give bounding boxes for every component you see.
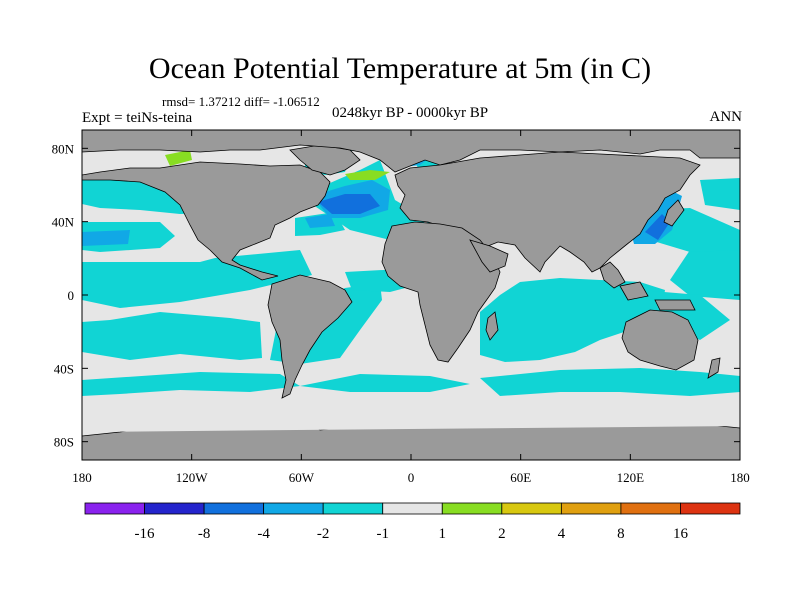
land-borneo (619, 281, 649, 301)
colorbar-label: -4 (257, 526, 270, 542)
lat-tick-label: 80N (52, 141, 75, 156)
colorbar-label: -16 (135, 526, 155, 542)
anomaly-region-18 (300, 374, 470, 392)
colorbar-swatch-3 (263, 502, 324, 515)
anomaly-region-17 (82, 372, 300, 396)
land-arabia (469, 239, 509, 273)
anomaly-region-27 (645, 214, 670, 240)
lon-tick-label: 0 (408, 470, 415, 485)
land-madagascar (485, 311, 499, 341)
neutral-bands (82, 400, 740, 432)
colorbar-label: -8 (198, 526, 211, 542)
anomaly-region-20 (82, 230, 130, 246)
colorbar-swatch-8 (560, 502, 622, 515)
colorbar-swatch-1 (144, 502, 205, 515)
land-north-america (82, 161, 331, 281)
anomaly-region-15 (700, 178, 740, 210)
colorbar-swatch-4 (322, 502, 384, 515)
anomaly-region-13 (670, 250, 740, 300)
colorbar-swatch-2 (203, 502, 265, 515)
colorbar-label: -2 (317, 526, 330, 542)
anomaly-region-21 (305, 214, 335, 228)
land-southeast-asia (599, 261, 626, 289)
neutral-band-1 (82, 400, 740, 432)
lon-tick-label: 180 (72, 470, 92, 485)
lat-tick-label: 0 (68, 288, 75, 303)
anomaly-region-26 (318, 194, 380, 214)
colorbar-swatch-5 (382, 502, 443, 515)
lon-tick-label: 60W (289, 470, 315, 485)
anomaly-region-4 (82, 312, 262, 360)
colorbar-swatch-0 (84, 502, 145, 515)
anomaly-region-29 (345, 170, 390, 180)
land-arctic-north (82, 130, 740, 173)
colorbar-swatch-10 (680, 502, 741, 515)
land-africa (381, 221, 501, 363)
axis-ticks: 180 120W 60W 0 60E 120E 180 80N 40N 0 40S 80S (52, 130, 750, 485)
anomaly-region-28 (165, 150, 192, 166)
lon-tick-label: 120E (617, 470, 645, 485)
colorbar-label: 16 (673, 526, 689, 542)
season-label: ANN (709, 109, 743, 125)
lon-tick-label: 60E (510, 470, 531, 485)
land-new-guinea (654, 299, 696, 311)
land-japan (663, 199, 685, 227)
anomaly-region-12 (480, 278, 665, 362)
period-label: 0248kyr BP - 0000kyr BP (331, 105, 489, 121)
anomaly-region-3 (82, 250, 312, 308)
stats-label: rmsd= 1.37212 diff= -1.06512 (162, 94, 320, 109)
colorbar-label: -1 (376, 526, 389, 542)
lon-tick-label: 180 (730, 470, 750, 485)
land-australia (621, 309, 699, 371)
lat-tick-label: 80S (54, 435, 74, 450)
lon-tick-label: 120W (176, 470, 209, 485)
land-new-zealand (707, 357, 721, 379)
colorbar-swatch-9 (620, 502, 681, 515)
anomaly-region-19 (480, 368, 740, 396)
anomaly-region-24 (630, 190, 682, 244)
colorbar-label: 2 (498, 526, 506, 542)
colorbar-label: 4 (558, 526, 566, 542)
colorbar: -16 -8 -4 -2 -1 1 2 4 8 16 (84, 502, 741, 542)
colorbar-label: 1 (439, 526, 447, 542)
colorbar-swatch-6 (441, 502, 503, 515)
colorbar-swatch-7 (501, 502, 562, 515)
land-south-america (267, 274, 353, 399)
experiment-label: Expt = teiNs-teina (82, 110, 193, 126)
plot-title: Ocean Potential Temperature at 5m (in C) (148, 52, 652, 85)
colorbar-label: 8 (617, 526, 625, 542)
lat-tick-label: 40N (52, 215, 75, 230)
lat-tick-label: 40S (54, 361, 74, 376)
